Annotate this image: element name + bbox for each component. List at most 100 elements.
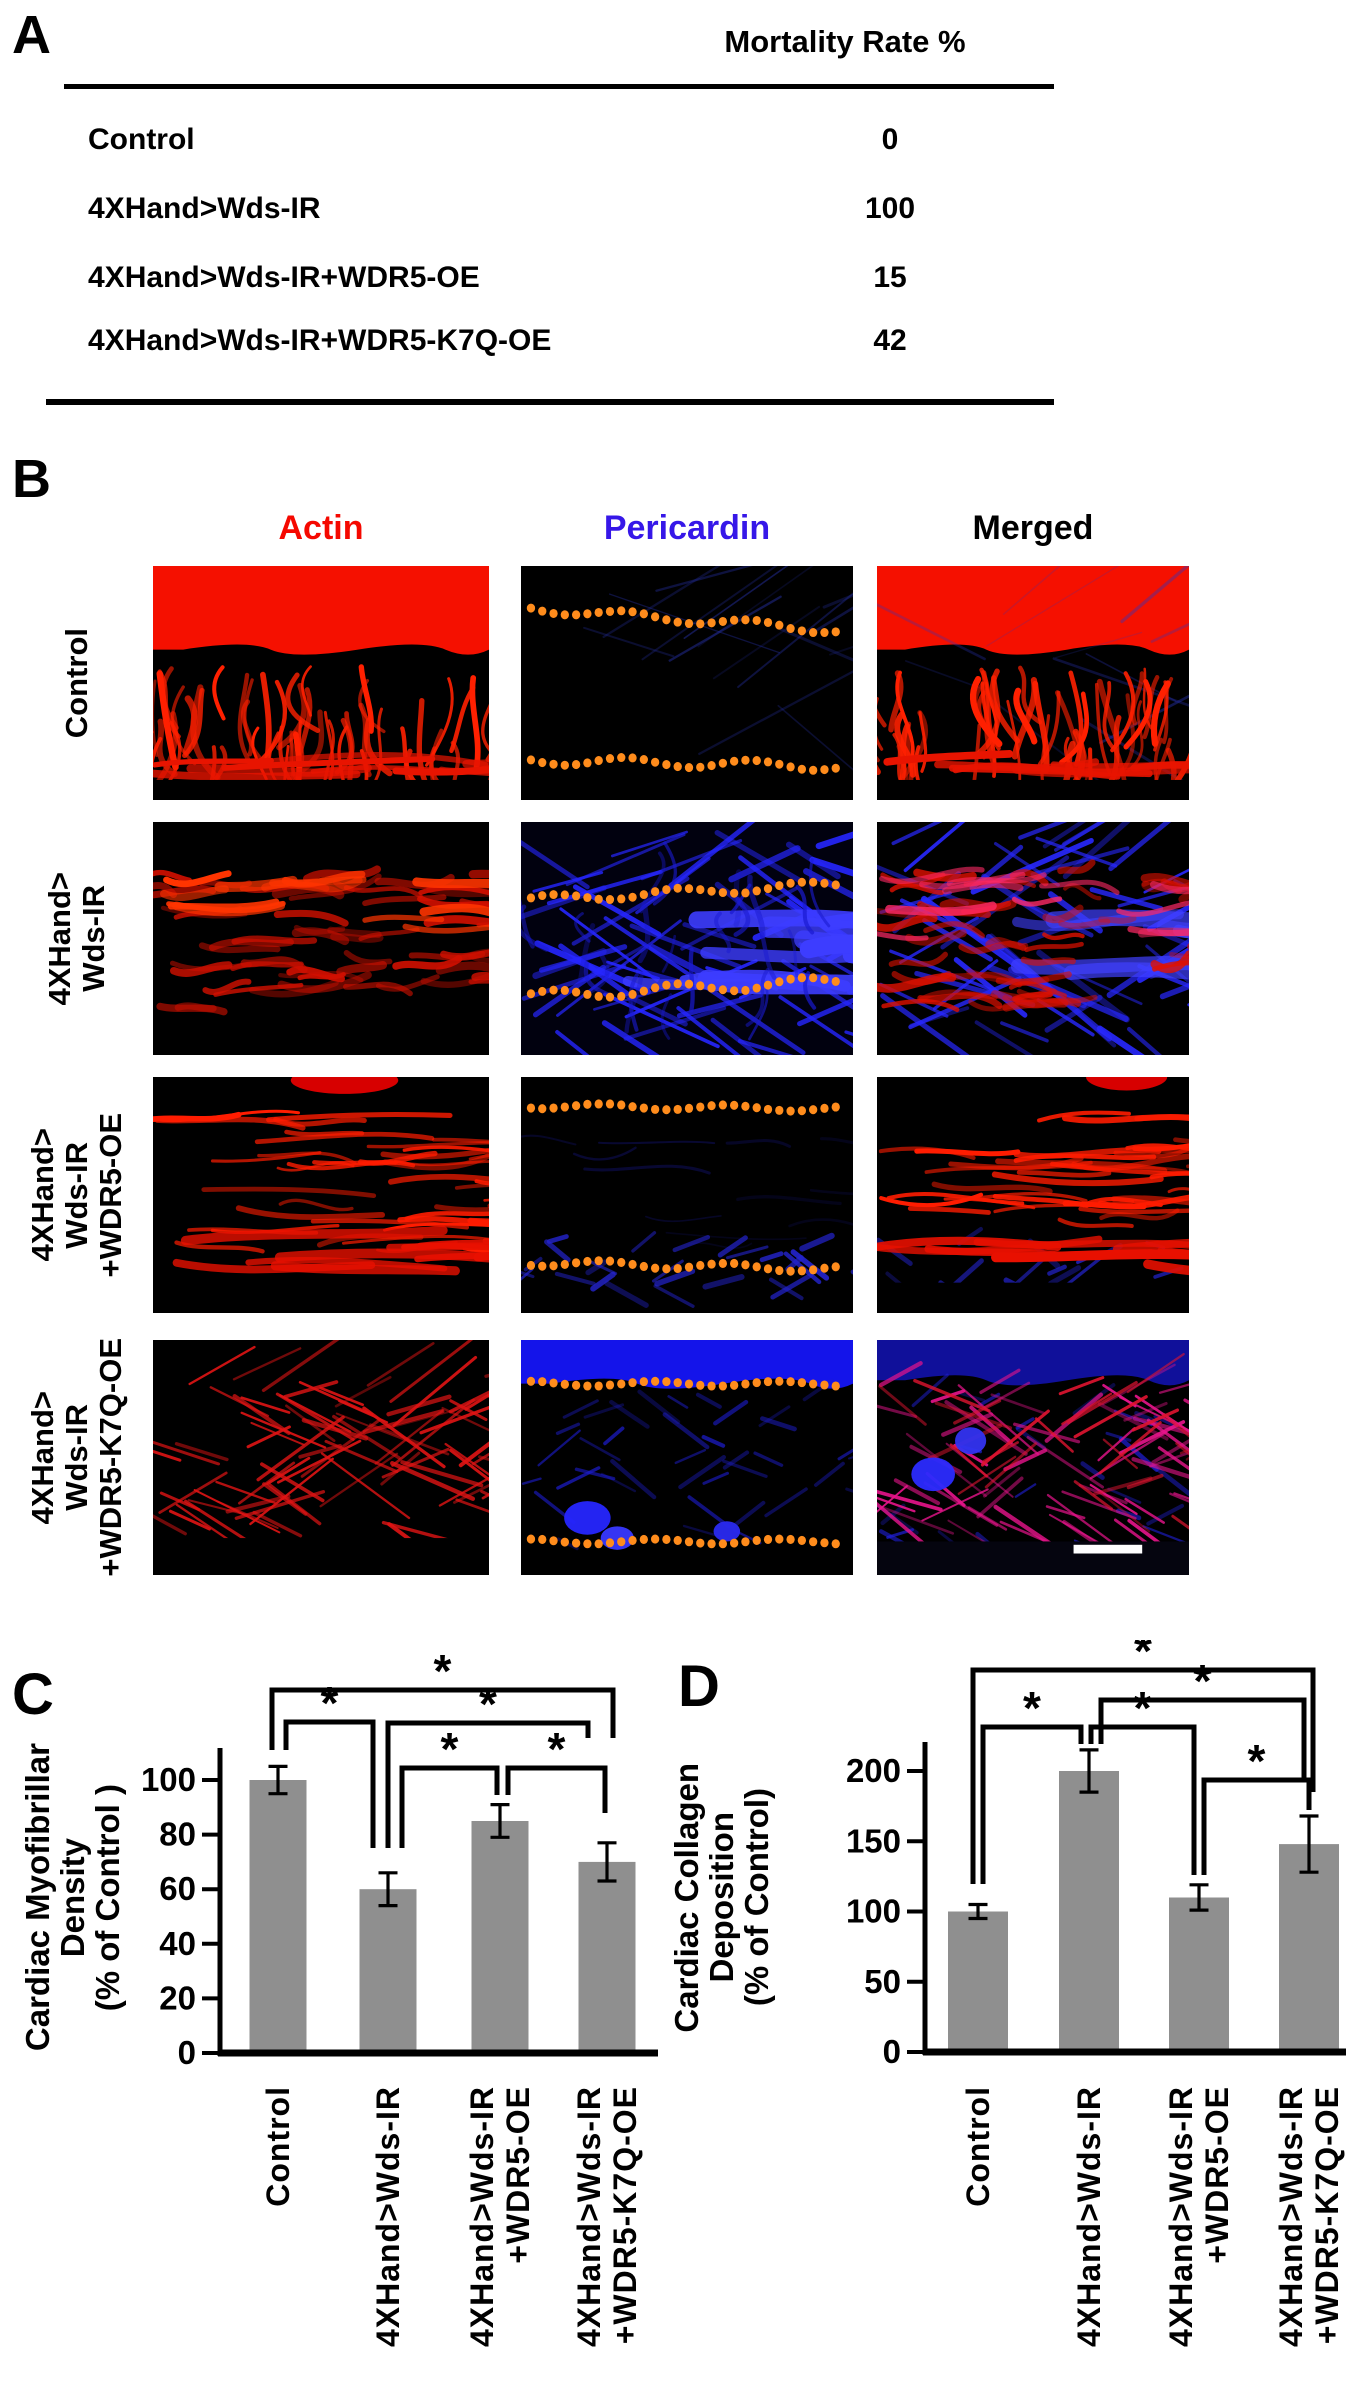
significance-bracket — [269, 1687, 616, 1750]
y-axis-title-C: Cardiac Myofibrillar Density (% of Control… — [2, 1700, 142, 2095]
y-axis-title-line: Density — [53, 1837, 91, 1958]
micro-image-row2-pericardin — [521, 822, 853, 1055]
micro-image-row1-actin — [153, 566, 489, 800]
table-row: 4XHand>Wds-IR+WDR5-OE 15 — [0, 259, 1100, 297]
chart-C: C 0 20 40 60 80 100 * * * * * — [12, 1645, 658, 2071]
x-category-label-C-4: 4XHand>Wds-IR +WDR5-K7Q-OE — [571, 2086, 643, 2348]
bar-C-1 — [249, 1780, 307, 2053]
bar-D-3 — [1169, 1897, 1229, 2053]
pericardium-dotted-outline — [526, 603, 840, 638]
mortality-value: 42 — [873, 324, 907, 357]
image-band — [877, 779, 1189, 800]
micro-image-row4-pericardin — [521, 1340, 853, 1575]
y-tick-label: 0 — [883, 2033, 901, 2070]
x-category-label-C-1: Control — [260, 2086, 296, 2207]
x-category-label-line: +WDR5-K7Q-OE — [1309, 2086, 1345, 2345]
y-axis-title-D: Cardiac Collagen Deposition (% of Control) — [646, 1700, 796, 2095]
row-label-2: 4XHand> Wds-IR — [0, 822, 152, 1055]
x-category-label-D-3: 4XHand>Wds-IR +WDR5-OE — [1163, 2086, 1235, 2348]
panel-b-label: B — [12, 449, 51, 509]
y-tick-label: 100 — [846, 1893, 901, 1930]
x-category-label-line: 4XHand>Wds-IR — [571, 2086, 607, 2348]
x-category-label-line: Control — [260, 2086, 296, 2207]
x-category-label-D-4: 4XHand>Wds-IR +WDR5-K7Q-OE — [1273, 2086, 1345, 2348]
image-band — [153, 566, 489, 655]
row-label-3: 4XHand> Wds-IR +WDR5-OE — [0, 1077, 152, 1313]
table-bottom-rule — [46, 399, 1054, 405]
pericardium-dotted-outline — [526, 973, 840, 1002]
genotype-label: 4XHand>Wds-IR — [88, 192, 321, 225]
fluorescence-blob — [1086, 1077, 1168, 1091]
x-category-label-line: +WDR5-OE — [1199, 2086, 1235, 2264]
micro-image-row1-pericardin — [521, 566, 853, 800]
image-band — [877, 566, 1189, 655]
image-band — [521, 1340, 853, 1389]
significance-star: * — [1248, 1735, 1266, 1787]
x-category-label-D-2: 4XHand>Wds-IR — [1071, 2086, 1107, 2347]
x-category-label-line: 4XHand>Wds-IR — [1273, 2086, 1309, 2348]
error-bar — [490, 1803, 510, 1839]
fluorescence-blob — [564, 1501, 611, 1535]
image-band — [153, 1538, 489, 1575]
error-bar — [968, 1902, 988, 1921]
error-bar — [597, 1841, 617, 1883]
mortality-value: 0 — [881, 123, 899, 156]
image-band — [153, 822, 489, 866]
x-category-label-C-2: 4XHand>Wds-IR — [370, 2086, 406, 2348]
row-label-line: 4XHand> — [24, 1128, 60, 1262]
row-label-line: 4XHand> — [24, 1390, 60, 1525]
x-category-label-line: +WDR5-K7Q-OE — [607, 2086, 643, 2345]
image-band — [153, 1021, 489, 1055]
row-label-line: +WDR5-K7Q-OE — [92, 1338, 128, 1577]
table-row: 4XHand>Wds-IR+WDR5-K7Q-OE 42 — [0, 322, 1100, 360]
significance-bracket — [980, 1724, 1084, 1884]
fluorescence-blob — [955, 1427, 987, 1455]
micro-image-row2-actin — [153, 822, 489, 1055]
y-tick-label: 100 — [141, 1761, 196, 1798]
y-tick-label: 60 — [159, 1870, 196, 1907]
y-axis-title-line: (% of Control ) — [88, 1783, 126, 2012]
x-category-label-D-1: Control — [960, 2086, 996, 2207]
error-bar — [268, 1764, 288, 1796]
error-bar — [1189, 1883, 1209, 1912]
bar-D-1 — [948, 1911, 1008, 2052]
column-header-actin: Actin — [278, 509, 364, 547]
x-category-label-line: 4XHand>Wds-IR — [370, 2086, 406, 2348]
fluorescence-blob — [600, 1526, 634, 1550]
row-label-line: Wds-IR — [58, 1404, 94, 1511]
chart-D: D 0 50 100 150 200 * * * * * — [678, 1640, 1346, 2070]
column-header-pericardin: Pericardin — [603, 509, 771, 547]
mortality-value: 15 — [873, 261, 907, 294]
y-tick-label: 40 — [159, 1925, 196, 1962]
table-row: 4XHand>Wds-IR 100 — [0, 190, 1100, 228]
x-category-label-line: 4XHand>Wds-IR — [1163, 2086, 1199, 2348]
pericardium-dotted-outline — [526, 1376, 840, 1391]
y-axis-title-line: Cardiac Collagen — [667, 1762, 705, 2033]
significance-bracket — [283, 1719, 376, 1848]
micro-image-row2-merged — [877, 822, 1189, 1055]
y-tick-label: 50 — [864, 1963, 901, 2000]
significance-bracket — [505, 1765, 608, 1813]
bar-C-4 — [578, 1861, 636, 2053]
significance-star: * — [1134, 1640, 1152, 1677]
y-tick-label: 20 — [159, 1979, 196, 2016]
genotype-label: 4XHand>Wds-IR+WDR5-OE — [88, 261, 480, 294]
image-band — [153, 779, 489, 800]
mortality-value: 100 — [864, 192, 916, 225]
bar-C-3 — [471, 1821, 529, 2054]
significance-bracket — [1088, 1724, 1197, 1875]
error-bar — [1079, 1748, 1099, 1794]
significance-star: * — [441, 1723, 459, 1775]
y-axis-title-line: Cardiac Myofibrillar — [18, 1743, 56, 2052]
y-tick-label: 200 — [846, 1752, 901, 1789]
significance-bracket — [970, 1667, 1316, 1884]
row-label-line: 4XHand> — [41, 871, 77, 1006]
row-label-line: Wds-IR — [75, 885, 111, 992]
table-row: Control 0 — [0, 121, 1100, 159]
significance-star: * — [1134, 1682, 1152, 1734]
table-top-rule — [64, 84, 1054, 89]
panel-d-label: D — [678, 1654, 720, 1719]
y-tick-label: 150 — [846, 1822, 901, 1859]
micro-image-row4-merged — [877, 1340, 1189, 1575]
significance-star: * — [321, 1677, 339, 1729]
